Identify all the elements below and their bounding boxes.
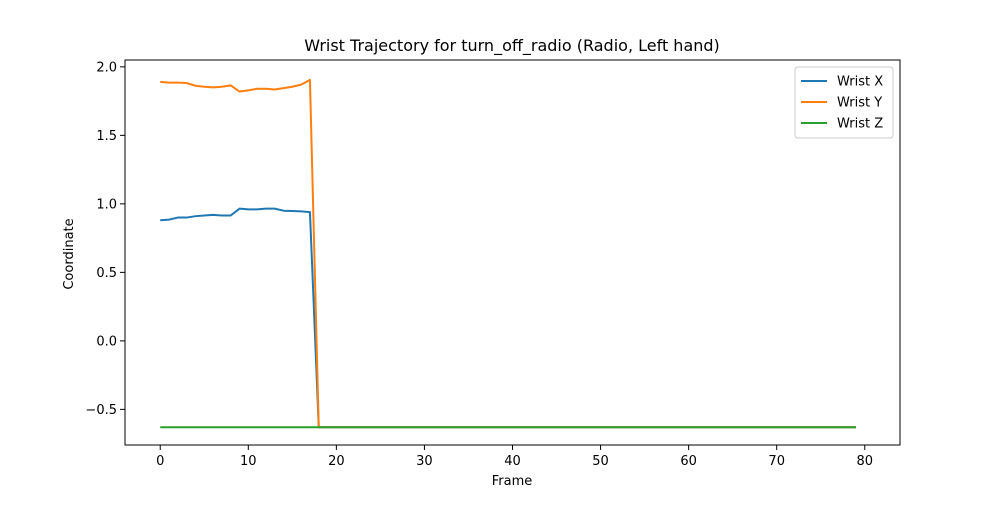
series-line-wrist-x bbox=[160, 207, 856, 429]
x-axis-label: Frame bbox=[492, 474, 533, 489]
y-tick-label: 1.5 bbox=[96, 129, 117, 144]
y-tick-label: 0.0 bbox=[96, 334, 117, 349]
y-tick-label: 0.5 bbox=[96, 266, 117, 281]
x-tick-label: 80 bbox=[856, 454, 873, 469]
chart-title: Wrist Trajectory for turn_off_radio (Rad… bbox=[304, 36, 720, 56]
y-axis-label: Coordinate bbox=[62, 218, 77, 289]
legend-label-wrist-x: Wrist X bbox=[837, 75, 883, 90]
y-tick-label: 1.0 bbox=[96, 197, 117, 212]
x-tick-label: 0 bbox=[156, 454, 164, 469]
plot-area: 0 10 20 30 40 50 60 70 80 −0.5 0.0 0.5 1.0 1.5 2.0 bbox=[85, 59, 901, 469]
x-tick-label: 70 bbox=[768, 454, 785, 469]
x-tick-label: 30 bbox=[416, 454, 433, 469]
x-tick-label: 50 bbox=[592, 454, 609, 469]
x-tick-label: 60 bbox=[680, 454, 697, 469]
legend-label-wrist-y: Wrist Y bbox=[837, 96, 882, 111]
legend: Wrist X Wrist Y Wrist Z bbox=[794, 66, 894, 139]
x-tick-label: 40 bbox=[504, 454, 521, 469]
axes-frame bbox=[124, 59, 901, 446]
legend-box bbox=[794, 66, 894, 139]
y-tick-label: 2.0 bbox=[96, 60, 117, 75]
legend-label-wrist-z: Wrist Z bbox=[837, 117, 883, 132]
x-tick-label: 10 bbox=[240, 454, 257, 469]
series-line-wrist-y bbox=[160, 78, 856, 429]
x-tick-label: 20 bbox=[328, 454, 345, 469]
y-tick-label: −0.5 bbox=[85, 403, 117, 418]
